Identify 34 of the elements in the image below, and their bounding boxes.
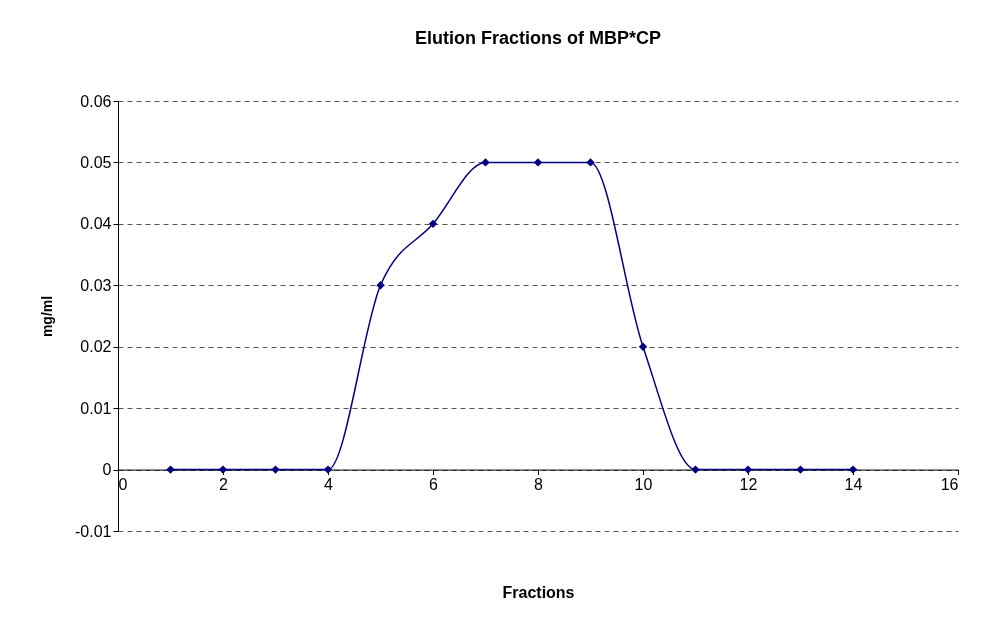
point — [218, 465, 228, 474]
x-tick-label: 16 — [940, 476, 959, 494]
point — [323, 465, 333, 474]
x-tick-label: 8 — [534, 476, 544, 494]
y-tick-label: -0.01 — [75, 522, 112, 540]
x-tick-label: 12 — [739, 476, 758, 494]
point — [743, 465, 753, 474]
x-tick-label: 10 — [634, 476, 653, 494]
x-tick-label: 14 — [844, 476, 863, 494]
x-tick-label: 6 — [429, 476, 439, 494]
point — [848, 465, 858, 474]
point — [166, 465, 175, 474]
y-tick-label: 0.06 — [80, 92, 112, 110]
point — [638, 342, 648, 351]
point — [271, 465, 280, 474]
y-tick-label: 0.04 — [80, 215, 112, 233]
x-tick-label: 4 — [324, 476, 334, 494]
point — [586, 158, 595, 167]
chart-title: Elution Fractions of MBP*CP — [414, 28, 662, 48]
point — [376, 281, 385, 290]
point — [428, 219, 438, 229]
x-tick-label: 0 — [118, 476, 128, 494]
point — [533, 158, 543, 167]
y-tick-label: 0.03 — [80, 276, 112, 294]
y-tick-label: 0.05 — [80, 153, 112, 171]
point — [796, 465, 805, 474]
point — [691, 465, 700, 474]
point — [481, 158, 490, 167]
y-tick-label: 0 — [102, 461, 112, 479]
y-tick-label: 0.02 — [80, 338, 112, 356]
y-tick-label: 0.01 — [80, 399, 112, 417]
x-axis-title: Fractions — [502, 583, 575, 601]
y-axis-title: mg/ml — [39, 295, 56, 338]
x-tick-label: 2 — [219, 476, 229, 494]
